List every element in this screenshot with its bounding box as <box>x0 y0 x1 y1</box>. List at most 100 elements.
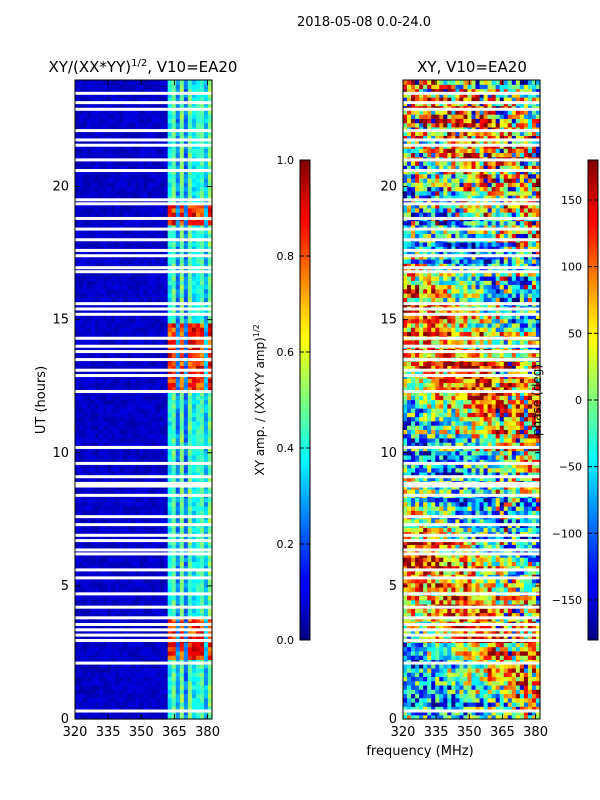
heatmap-cell <box>111 131 116 136</box>
heatmap-cell <box>87 275 92 281</box>
heatmap-cell <box>127 152 133 158</box>
heatmap-cell <box>183 676 189 682</box>
heatmap-cell <box>195 195 201 200</box>
heatmap-cell <box>183 684 189 690</box>
heatmap-cell <box>123 390 128 396</box>
heatmap-cell <box>119 629 124 635</box>
heatmap-cell <box>111 578 116 584</box>
heatmap-cell <box>187 297 193 303</box>
heatmap-cell <box>103 275 108 281</box>
heatmap-cell <box>107 386 112 392</box>
heatmap-cell <box>111 152 116 158</box>
heatmap-cell <box>87 663 92 669</box>
heatmap-cell <box>87 152 92 158</box>
heatmap-cell <box>171 429 177 435</box>
heatmap-cell <box>99 148 104 154</box>
heatmap-cell <box>75 454 80 460</box>
heatmap-cell <box>111 339 116 345</box>
heatmap-cell <box>115 160 120 166</box>
heatmap-cell <box>159 92 165 98</box>
heatmap-cell <box>135 663 141 669</box>
heatmap-cell <box>119 131 124 136</box>
heatmap-cell <box>151 403 157 409</box>
heatmap-cell <box>163 403 169 409</box>
heatmap-cell <box>103 114 108 119</box>
heatmap-cell <box>151 676 157 682</box>
heatmap-cell <box>195 382 201 388</box>
heatmap-cell <box>191 565 197 571</box>
heatmap-cell <box>167 578 173 584</box>
heatmap-cell <box>119 463 124 469</box>
heatmap-cell <box>115 471 120 477</box>
heatmap-cell <box>151 177 157 183</box>
heatmap-cell <box>75 506 80 511</box>
heatmap-cell <box>195 586 201 592</box>
heatmap-cell <box>119 399 124 405</box>
heatmap-cell <box>167 339 173 345</box>
heatmap-cell <box>99 535 104 541</box>
heatmap-cell <box>151 437 157 443</box>
heatmap-cell <box>123 625 128 631</box>
heatmap-cell <box>143 118 149 124</box>
heatmap-cell <box>139 212 145 217</box>
heatmap-cell <box>87 314 92 320</box>
heatmap-cell <box>131 408 137 413</box>
heatmap-cell <box>171 442 177 447</box>
heatmap-cell <box>203 676 209 682</box>
heatmap-cell <box>91 131 96 136</box>
heatmap-cell <box>91 199 96 205</box>
heatmap-cell <box>207 471 213 477</box>
heatmap-cell <box>159 327 165 332</box>
heatmap-cell <box>127 322 133 328</box>
heatmap-cell <box>111 565 116 571</box>
heatmap-cell <box>135 114 141 119</box>
heatmap-cell <box>191 361 197 367</box>
heatmap-cell <box>159 386 165 392</box>
heatmap-cell <box>119 612 124 618</box>
heatmap-cell <box>111 220 116 226</box>
heatmap-cell <box>87 118 92 124</box>
heatmap-cell <box>103 612 108 618</box>
heatmap-cell <box>183 488 189 494</box>
heatmap-cell <box>127 224 133 230</box>
heatmap-cell <box>191 684 197 690</box>
heatmap-cell <box>99 399 104 405</box>
heatmap-cell <box>87 109 92 115</box>
heatmap-cell <box>115 501 120 507</box>
heatmap-cell <box>131 714 137 720</box>
heatmap-cell <box>91 182 96 188</box>
heatmap-cell <box>83 476 88 482</box>
heatmap-cell <box>123 650 128 656</box>
heatmap-cell <box>159 518 165 524</box>
heatmap-cell <box>167 710 173 716</box>
heatmap-cell <box>107 382 112 388</box>
heatmap-cell <box>191 535 197 541</box>
heatmap-cell <box>95 476 100 482</box>
heatmap-cell <box>79 450 84 456</box>
heatmap-cell <box>199 697 205 703</box>
heatmap-cell <box>139 190 145 196</box>
heatmap-cell <box>143 131 149 136</box>
heatmap-cell <box>175 476 181 482</box>
heatmap-cell <box>127 190 133 196</box>
heatmap-cell <box>75 412 80 418</box>
heatmap-cell <box>207 288 213 294</box>
heatmap-cell <box>139 275 145 281</box>
heatmap-cell <box>91 220 96 226</box>
heatmap-cell <box>195 203 201 209</box>
heatmap-cell <box>119 139 124 145</box>
heatmap-cell <box>175 190 181 196</box>
heatmap-cell <box>139 195 145 200</box>
heatmap-cell <box>139 220 145 226</box>
heatmap-cell <box>203 463 209 469</box>
heatmap-cell <box>203 331 209 337</box>
heatmap-cell <box>115 497 120 503</box>
heatmap-cell <box>135 655 141 660</box>
heatmap-cell <box>187 118 193 124</box>
heatmap-cell <box>87 139 92 145</box>
heatmap-cell <box>111 412 116 418</box>
heatmap-cell <box>151 408 157 413</box>
heatmap-cell <box>171 676 177 682</box>
heatmap-cell <box>163 680 169 686</box>
heatmap-cell <box>147 122 153 128</box>
